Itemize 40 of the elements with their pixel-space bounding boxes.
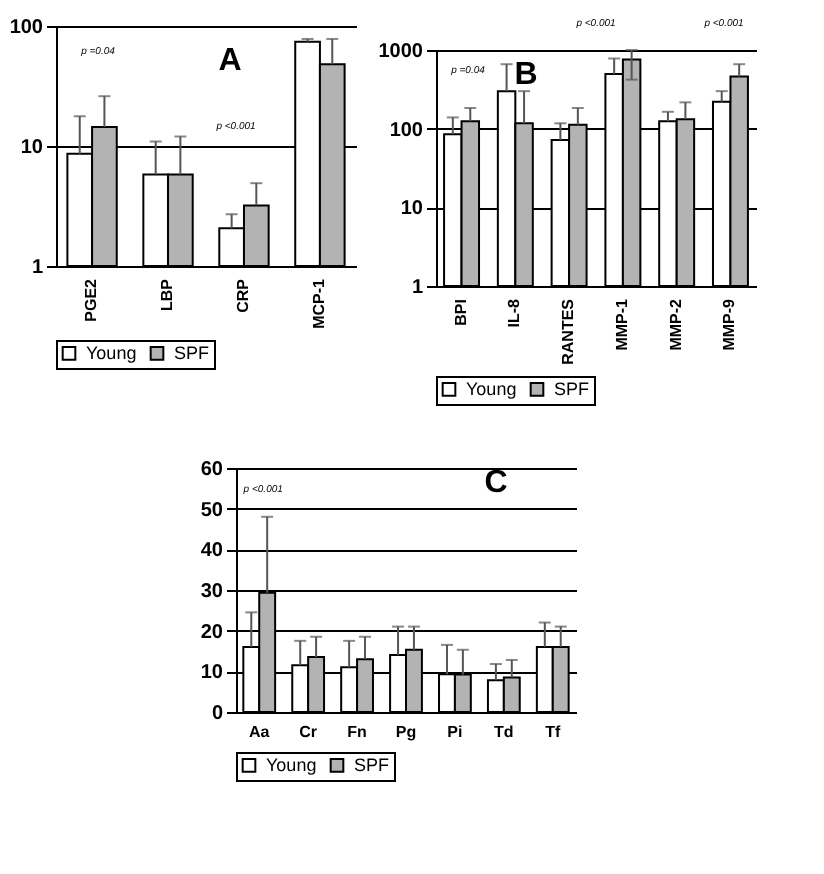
legend-label: SPF <box>174 343 211 364</box>
y-tick-label: 0 <box>211 703 224 725</box>
x-tick-label: LBP <box>158 277 177 311</box>
y-tick-label: 10 <box>400 198 424 221</box>
x-tick-label: Td <box>494 723 514 741</box>
chart-title: B <box>514 57 538 92</box>
x-tick-label: Fn <box>347 723 368 741</box>
x-tick-label: PGE2 <box>82 277 101 322</box>
chart-title: C <box>484 466 509 500</box>
x-tick-label: Cr <box>299 723 318 741</box>
legend-label: Young <box>466 379 517 400</box>
y-tick-label: 10 <box>200 662 224 685</box>
x-tick-label: MMP-9 <box>720 297 739 351</box>
text: A <box>218 44 243 78</box>
y-tick-label: 30 <box>200 581 224 603</box>
legend-label: SPF <box>554 379 591 400</box>
y-tick-label: 1 <box>31 257 44 279</box>
x-tick-label: CRP <box>233 277 252 313</box>
x-tick-label: Tf <box>545 723 561 741</box>
legend-label: Young <box>86 343 137 364</box>
y-tick-label: 20 <box>200 621 224 644</box>
y-tick-label: 100 <box>389 119 424 142</box>
y-tick-label: 10 <box>20 137 44 159</box>
x-tick-label: IL-8 <box>505 297 524 328</box>
y-tick-label: 40 <box>200 540 224 563</box>
x-tick-label: BPI <box>451 299 470 326</box>
x-tick-label: RANTES <box>559 297 578 365</box>
legend-label: SPF <box>354 755 391 776</box>
x-tick-label: Pg <box>395 723 417 741</box>
x-tick-label: MMP-2 <box>666 297 685 351</box>
legend-label: Young <box>266 755 317 776</box>
x-tick-label: Pi <box>447 723 463 741</box>
y-tick-label: 50 <box>200 499 224 522</box>
y-tick-label: 100 <box>9 17 44 39</box>
y-tick-label: 1000 <box>378 41 424 63</box>
x-tick-label: MCP-1 <box>309 277 328 329</box>
x-tick-label: Aa <box>249 723 271 741</box>
y-tick-label: 60 <box>200 459 224 481</box>
y-tick-label: 1 <box>411 277 424 299</box>
x-tick-label: MMP-1 <box>612 297 631 351</box>
